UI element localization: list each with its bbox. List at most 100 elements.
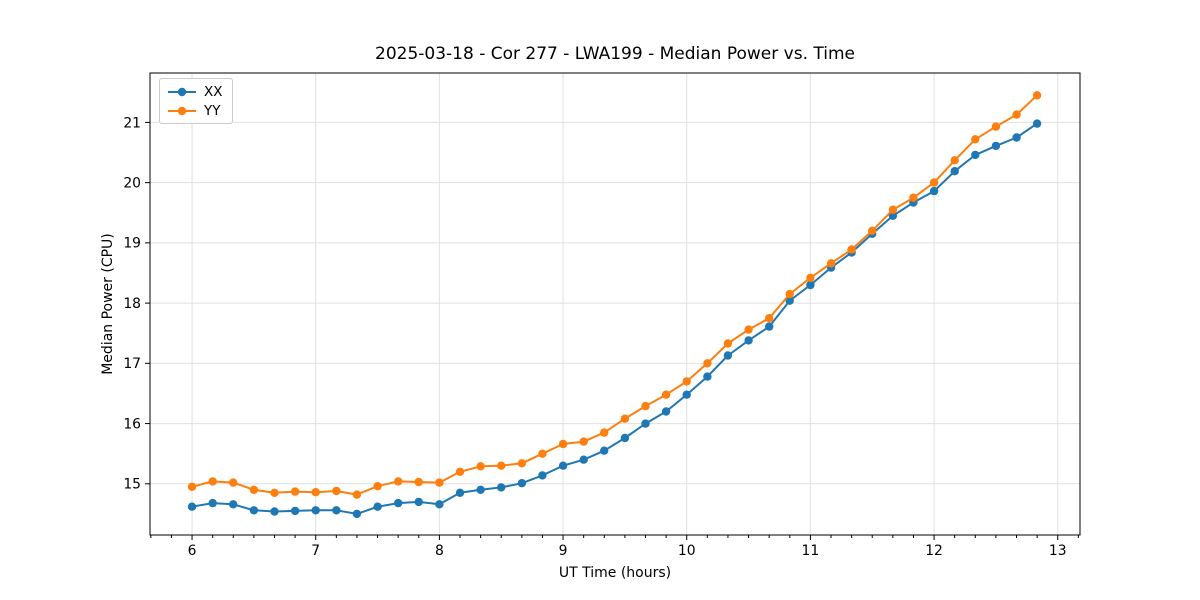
- series-yy-marker: [929, 178, 939, 187]
- series-yy-marker: [661, 390, 671, 399]
- series-yy-marker: [290, 487, 300, 496]
- series-xx-marker: [497, 483, 506, 492]
- series-xx-marker: [414, 497, 423, 507]
- x-tick-label: 6: [188, 543, 197, 559]
- y-tick-label: 16: [123, 416, 141, 432]
- series-xx-marker: [991, 141, 1001, 151]
- series-yy-marker: [991, 122, 1001, 131]
- series-xx-marker: [806, 280, 815, 290]
- series-xx-marker: [290, 506, 300, 516]
- series-yy-marker: [435, 478, 444, 487]
- series-yy-marker: [971, 135, 980, 144]
- legend-label-xx: XX: [204, 83, 223, 100]
- series-yy-marker: [826, 259, 836, 268]
- series-xx-marker: [950, 167, 959, 176]
- series-xx-marker: [620, 433, 630, 443]
- x-tick-label: 12: [925, 543, 943, 559]
- series-yy-marker: [373, 482, 382, 491]
- series-yy-marker: [476, 462, 485, 471]
- series-yy-marker: [1032, 91, 1042, 100]
- plot-border: [149, 72, 1081, 536]
- y-axis-label: Median Power (CPU): [100, 233, 116, 375]
- series-yy-marker: [270, 488, 279, 497]
- series-yy-line: [191, 94, 1038, 496]
- series-xx-marker: [270, 507, 279, 516]
- series-yy-marker: [332, 486, 341, 496]
- series-xx-marker: [455, 488, 465, 497]
- x-tick-label: 9: [559, 543, 568, 559]
- series-yy-marker: [208, 477, 217, 486]
- series-yy-marker: [352, 490, 362, 499]
- series-yy-marker: [703, 359, 712, 368]
- series-xx-marker: [971, 150, 980, 160]
- series-yy-marker: [249, 485, 259, 494]
- series-yy-marker: [950, 156, 959, 165]
- series-yy-marker: [909, 193, 918, 202]
- series-xx-marker: [332, 506, 341, 515]
- series-xx-marker: [311, 506, 320, 515]
- x-tick-label: 13: [1049, 543, 1067, 559]
- series-yy-marker: [682, 377, 691, 386]
- y-tick-label: 17: [123, 356, 141, 372]
- y-tick-label: 21: [123, 115, 141, 131]
- y-tick-label: 15: [123, 477, 141, 493]
- legend: XX YY: [159, 78, 233, 124]
- series-xx-marker: [187, 502, 197, 511]
- series-yy-marker: [558, 439, 568, 449]
- series-xx-marker: [249, 506, 259, 515]
- chart-title: 2025-03-18 - Cor 277 - LWA199 - Median P…: [375, 44, 855, 64]
- series-yy-marker: [641, 401, 650, 411]
- series-yy-marker: [579, 437, 588, 446]
- series-xx-marker: [352, 509, 362, 519]
- series-yy-marker: [723, 339, 733, 348]
- series-yy-marker: [785, 289, 794, 299]
- x-tick-label: 11: [802, 543, 820, 559]
- series-yy-marker: [187, 482, 197, 491]
- series-xx-marker: [538, 471, 547, 480]
- series-yy-marker: [455, 467, 465, 476]
- series-yy-marker: [806, 273, 815, 282]
- series-yy-marker: [868, 226, 877, 235]
- legend-item-yy: YY: [167, 102, 223, 119]
- series-xx-marker: [723, 351, 733, 360]
- series-yy-marker: [394, 477, 403, 486]
- series-yy-marker: [620, 414, 630, 423]
- series-xx-marker: [1012, 133, 1021, 142]
- series-xx-marker: [765, 322, 774, 331]
- series-xx-marker: [682, 390, 691, 399]
- series-yy-marker: [229, 478, 238, 487]
- legend-marker-xx-icon: [168, 87, 196, 96]
- series-yy-marker: [1012, 110, 1021, 119]
- series-yy-marker: [414, 477, 423, 487]
- series-xx-marker: [744, 336, 753, 345]
- series-xx-marker: [476, 485, 485, 494]
- series-yy-marker: [497, 461, 506, 470]
- series-xx-marker: [373, 502, 382, 511]
- y-tick-label: 20: [123, 175, 141, 191]
- series-xx-marker: [785, 296, 794, 305]
- series-xx-marker: [1032, 119, 1042, 128]
- x-tick-label: 10: [678, 543, 696, 559]
- series-yy-marker: [847, 245, 856, 254]
- y-tick-label: 19: [123, 236, 141, 252]
- series-yy-marker: [765, 314, 774, 323]
- series-xx-marker: [929, 186, 939, 196]
- series-yy-marker: [744, 325, 753, 334]
- series-xx-marker: [435, 500, 444, 509]
- series-xx-marker: [517, 479, 527, 488]
- series-xx-marker: [579, 455, 588, 464]
- series-xx-marker: [661, 407, 671, 416]
- series-xx-marker: [208, 498, 217, 508]
- y-tick-label: 18: [123, 296, 141, 312]
- series-yy-marker: [311, 488, 320, 497]
- series-xx-marker: [600, 446, 609, 455]
- series-xx-marker: [703, 372, 712, 381]
- series-xx-marker: [641, 419, 650, 428]
- series-xx-marker: [394, 498, 403, 508]
- x-tick-label: 8: [435, 543, 444, 559]
- x-tick-label: 7: [311, 543, 320, 559]
- legend-marker-yy-icon: [168, 106, 196, 115]
- legend-label-yy: YY: [204, 102, 221, 119]
